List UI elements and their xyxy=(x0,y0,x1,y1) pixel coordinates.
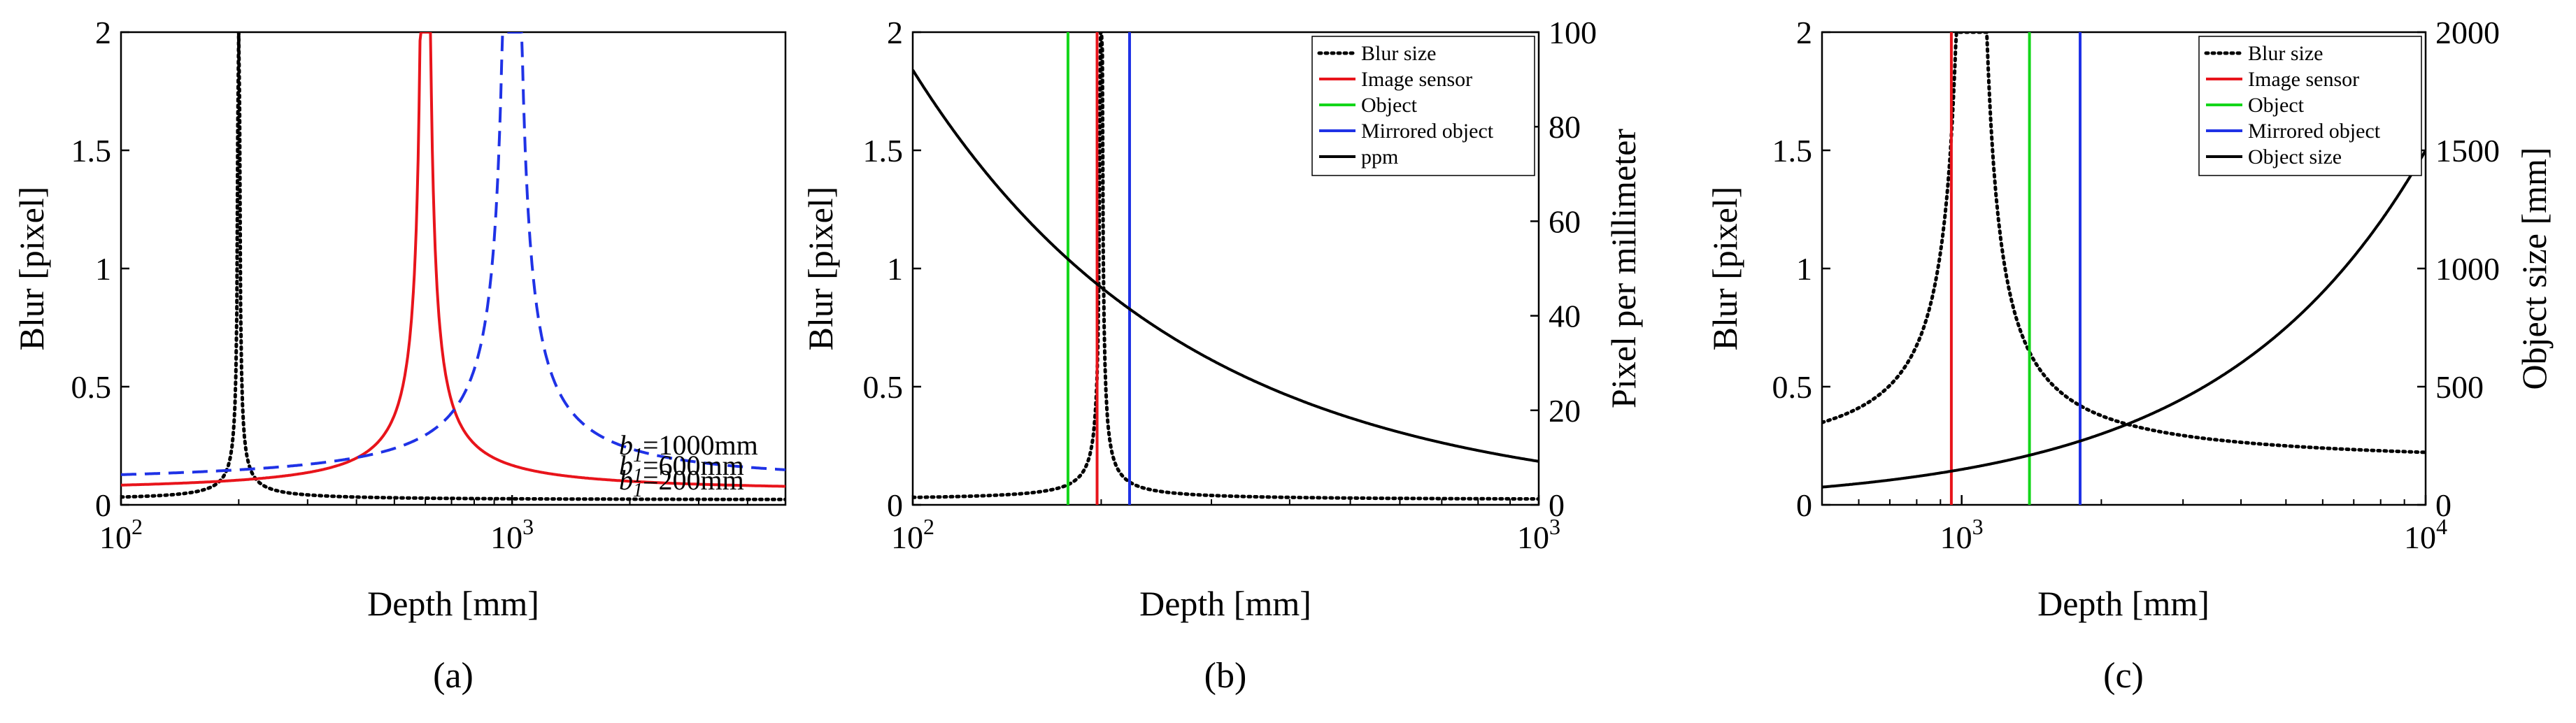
y-tick-label: 0.5 xyxy=(863,369,904,405)
y-axis-label: Blur [pixel] xyxy=(801,187,840,351)
y-tick-label: 0.5 xyxy=(1772,369,1813,405)
x-axis-label: Depth [mm] xyxy=(367,584,539,623)
x-tick-label: 103 xyxy=(490,514,534,555)
y-tick-label: 0 xyxy=(95,487,111,523)
series-b1-600mm xyxy=(121,32,785,488)
x-tick-label: 102 xyxy=(891,514,934,555)
plot-area xyxy=(120,31,787,506)
y2-tick-label: 20 xyxy=(1549,393,1581,429)
x-tick-label: 103 xyxy=(1517,514,1560,555)
y-tick-label: 0 xyxy=(887,487,903,523)
y2-tick-label: 40 xyxy=(1549,299,1581,334)
series-blur-size xyxy=(1822,32,2426,454)
x-axis-label: Depth [mm] xyxy=(1139,584,1311,623)
y2-tick-label: 0 xyxy=(2435,487,2452,523)
y-tick-label: 1.5 xyxy=(71,133,112,169)
x-axis-label: Depth [mm] xyxy=(2037,584,2209,623)
y-tick-label: 1 xyxy=(1796,251,1812,287)
y-tick-label: 2 xyxy=(1796,15,1812,50)
x-tick-label: 102 xyxy=(99,514,143,555)
y2-tick-label: 1500 xyxy=(2435,133,2500,169)
y-tick-label: 2 xyxy=(887,15,903,50)
y-tick-label: 0 xyxy=(1796,487,1812,523)
legend-label: Image sensor xyxy=(2248,68,2359,91)
y-tick-label: 1 xyxy=(95,251,111,287)
series-blur-size xyxy=(913,32,1539,501)
legend-label: Mirrored object xyxy=(1361,120,1494,143)
y2-tick-label: 1000 xyxy=(2435,251,2500,287)
series-b1-200mm xyxy=(121,32,785,501)
legend-label: Image sensor xyxy=(1361,68,1472,91)
x-tick-label: 103 xyxy=(1940,514,1984,555)
series-ppm xyxy=(913,69,1539,463)
legend-label: Mirrored object xyxy=(2248,120,2381,143)
panel-label: (a) xyxy=(433,656,474,696)
y-tick-label: 1.5 xyxy=(1772,133,1813,169)
chart-panel-a: 0 0.5 1 1.5 2 102 103 b1=1000mmb1=600mmb1=200m… xyxy=(12,15,787,696)
y2-tick-label: 80 xyxy=(1549,109,1581,145)
chart-panel-c: 0 0.5 1 1.5 2 0 500 1000 1500 2000 103 104 Blur siz… xyxy=(1705,15,2554,696)
legend-label: Object xyxy=(1361,94,1418,117)
y2-tick-label: 0 xyxy=(1549,487,1565,523)
y2-axis-label: Pixel per millimeter xyxy=(1604,129,1643,408)
y-axis-label: Blur [pixel] xyxy=(1705,187,1744,351)
y-tick-label: 2 xyxy=(95,15,111,50)
y-axis-label: Blur [pixel] xyxy=(12,187,51,351)
panel-label: (c) xyxy=(2103,656,2144,696)
y-tick-label: 0.5 xyxy=(71,369,112,405)
y2-axis-label: Object size [mm] xyxy=(2514,147,2554,389)
curve-annotation: b1=600mm xyxy=(619,450,744,487)
legend-label: Blur size xyxy=(2248,42,2323,65)
legend-label: Blur size xyxy=(1361,42,1436,65)
y2-tick-label: 500 xyxy=(2435,369,2484,405)
panel-label: (b) xyxy=(1204,656,1247,696)
series-object-size xyxy=(1822,150,2426,489)
series-b1-1000mm xyxy=(121,32,785,476)
y-tick-label: 1.5 xyxy=(863,133,904,169)
x-tick-label: 104 xyxy=(2404,514,2447,555)
y2-tick-label: 60 xyxy=(1549,203,1581,239)
y-tick-label: 1 xyxy=(887,251,903,287)
curve-annotation: b1=200mm xyxy=(619,464,744,501)
legend-label: ppm xyxy=(1361,145,1398,169)
legend-label: Object xyxy=(2248,94,2305,117)
y2-tick-label: 2000 xyxy=(2435,15,2500,50)
y2-tick-label: 100 xyxy=(1549,15,1597,50)
legend-label: Object size xyxy=(2248,145,2342,169)
curve-annotation: b1=1000mm xyxy=(619,429,758,466)
